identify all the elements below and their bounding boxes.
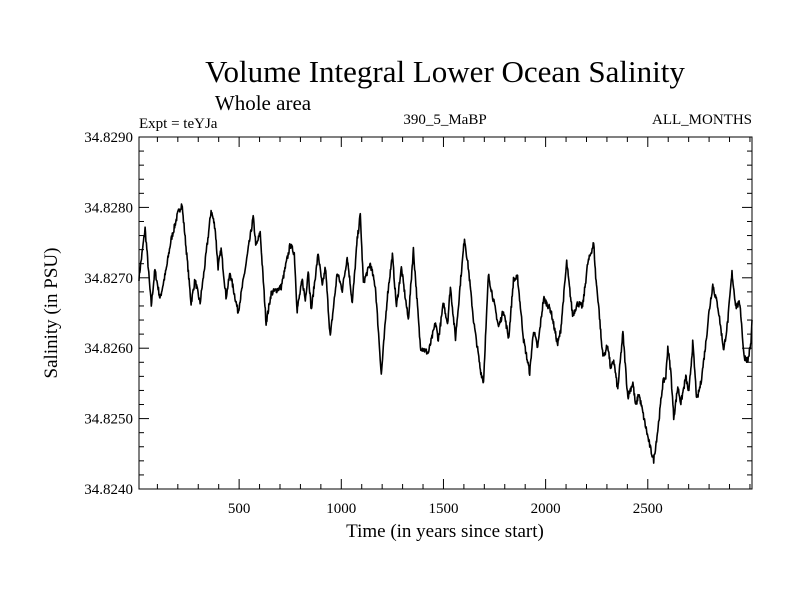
x-tick-label: 2000 [531, 501, 561, 517]
experiment-label: Expt = teYJa [139, 116, 218, 132]
y-tick-label: 34.8250 [84, 412, 133, 428]
plot-frame [138, 136, 753, 490]
chart-subtitle: Whole area [215, 91, 312, 115]
x-tick-label: 1500 [428, 501, 458, 517]
x-tick-label: 1000 [326, 501, 356, 517]
y-tick-label: 34.8280 [84, 200, 133, 216]
months-label: ALL_MONTHS [652, 112, 752, 128]
x-axis-label: Time (in years since start) [346, 521, 544, 542]
y-tick-label: 34.8290 [84, 130, 133, 146]
run-label: 390_5_MaBP [403, 112, 486, 128]
y-axis-label: Salinity (in PSU) [41, 248, 62, 379]
y-tick-label: 34.8240 [84, 482, 133, 498]
y-tick-label: 34.8260 [84, 341, 133, 357]
chart-title: Volume Integral Lower Ocean Salinity [205, 54, 685, 89]
y-tick-label: 34.8270 [84, 271, 133, 287]
x-tick-label: 500 [228, 501, 251, 517]
axis-tick-labels: 500 1000 1500 2000 2500 34.8240 34.8250 34.8260… [84, 130, 663, 517]
x-tick-label: 2500 [633, 501, 663, 517]
series-line [138, 203, 753, 464]
